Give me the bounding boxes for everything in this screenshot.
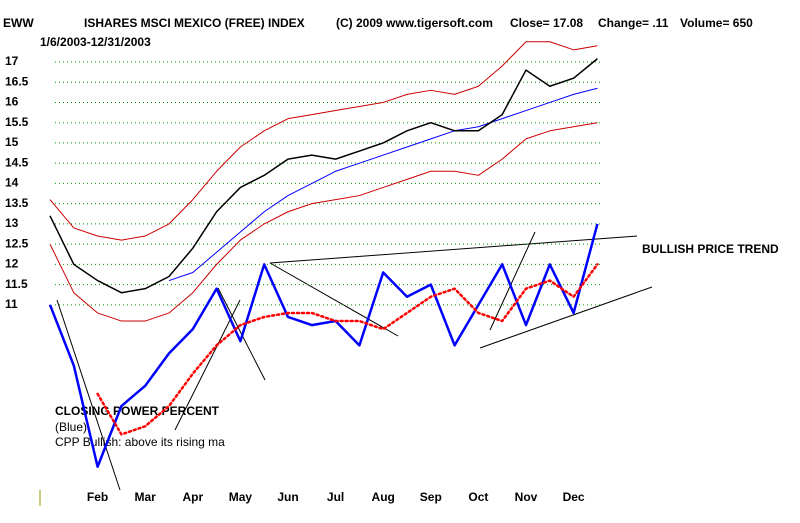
series-line (49, 58, 598, 294)
y-tick-label: 13.5 (5, 196, 29, 210)
x-tick-label: May (229, 490, 253, 504)
y-tick-label: 15 (5, 135, 19, 149)
trendline (479, 286, 653, 349)
trendline (489, 231, 536, 331)
trendline (56, 299, 121, 491)
series-line (96, 263, 599, 436)
y-tick-label: 17 (5, 54, 19, 68)
x-tick-label: Dec (563, 490, 585, 504)
x-tick-label: Nov (515, 490, 538, 504)
series-line (49, 122, 598, 322)
y-tick-label: 16.5 (5, 74, 29, 88)
x-tick-label: Oct (468, 490, 488, 504)
x-tick-label: Jul (327, 490, 344, 504)
y-tick-label: 11 (5, 297, 18, 311)
x-tick-label: Aug (372, 490, 395, 504)
series-line (48, 223, 599, 469)
trendline (269, 262, 399, 337)
y-tick-label: 16 (5, 95, 19, 109)
annotation: BULLISH PRICE TREND (642, 242, 779, 256)
trendlines (56, 231, 653, 491)
y-tick-label: 11.5 (5, 277, 28, 291)
date-range: 1/6/2003-12/31/2003 (40, 35, 151, 49)
y-tick-label: 14 (5, 176, 19, 190)
x-tick-label: Sep (420, 490, 442, 504)
change: Change= .11 (598, 16, 669, 30)
y-tick-label: 12 (5, 257, 19, 271)
annotation: CPP Bullish: above its rising ma (55, 435, 225, 449)
copyright: (C) 2009 www.tigersoft.com (336, 16, 493, 30)
y-tick-label: 13 (5, 216, 19, 230)
y-tick-label: 12.5 (5, 236, 29, 250)
annotation: CLOSING POWER PERCENT (55, 404, 220, 418)
x-tick-label: Apr (182, 490, 203, 504)
x-tick-label: Mar (135, 490, 157, 504)
ticker: EWW (3, 16, 34, 30)
series-line (168, 87, 598, 282)
y-tick-label: 15.5 (5, 115, 29, 129)
x-tick-label: Jun (277, 490, 298, 504)
volume: Volume= 650 (680, 16, 753, 30)
series-line (49, 41, 598, 241)
close: Close= 17.08 (510, 16, 583, 30)
trendline (174, 299, 241, 431)
trendline (269, 235, 638, 264)
annotation: (Blue) (55, 420, 87, 434)
y-tick-label: 14.5 (5, 155, 29, 169)
x-tick-label: Feb (87, 490, 108, 504)
chart-title: ISHARES MSCI MEXICO (FREE) INDEX (84, 16, 305, 30)
